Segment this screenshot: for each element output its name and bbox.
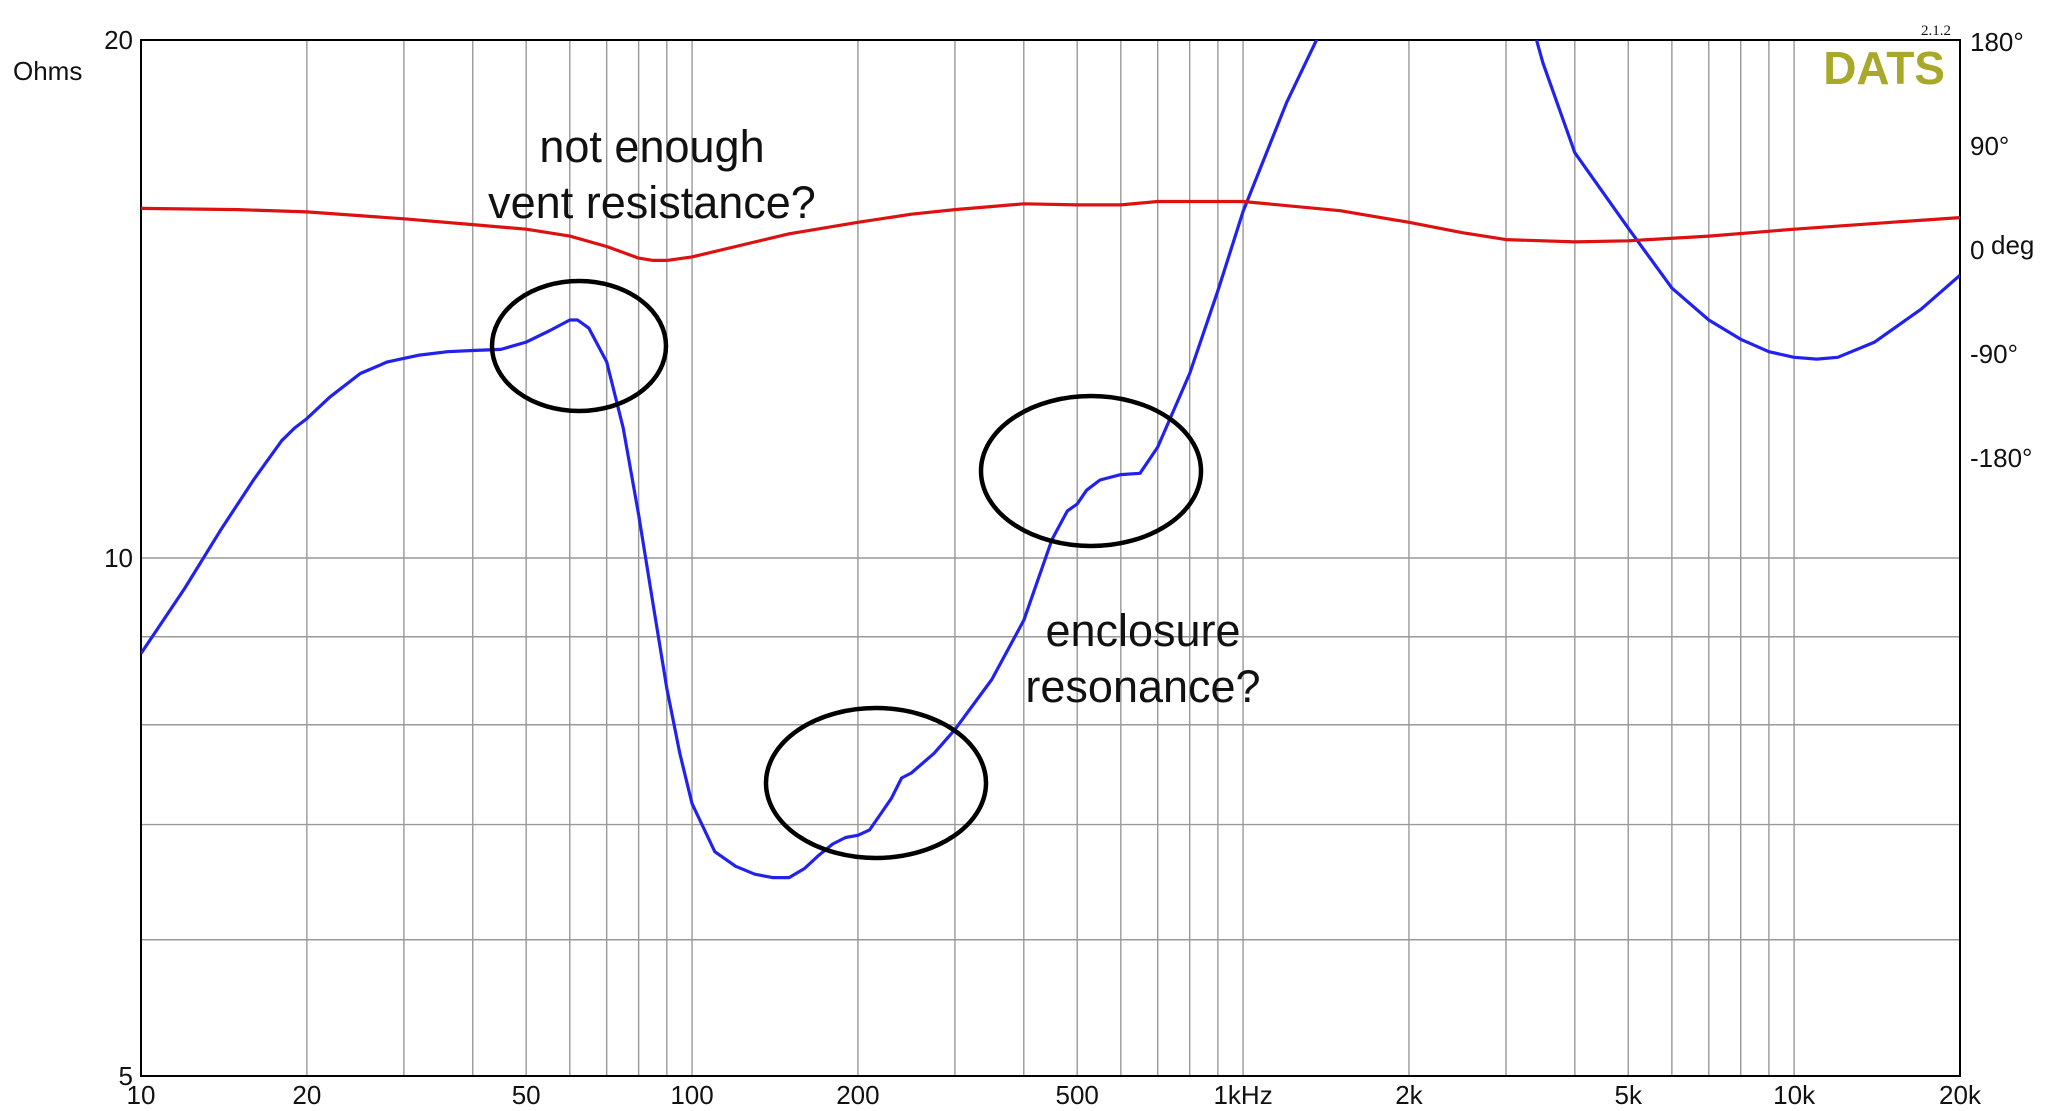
- y-tick-label: 5: [119, 1061, 133, 1091]
- y2-tick-labels: 180° 90° 0 -90° -180°: [1970, 27, 2032, 473]
- annotation-circle-midbass: [763, 705, 989, 861]
- x-tick-label: 10: [127, 1080, 156, 1110]
- y2-tick-label: 0: [1970, 235, 1984, 265]
- annotation-enclosure-line1: enclosure: [1045, 605, 1240, 656]
- x-tick-label: 2k: [1395, 1080, 1423, 1110]
- x-tick-label: 20: [292, 1080, 321, 1110]
- annotation-vent-line1: not enough: [539, 121, 764, 172]
- y-tick-label: 20: [104, 25, 133, 55]
- x-tick-label: 20k: [1939, 1080, 1982, 1110]
- grid-lines: [141, 40, 1960, 1076]
- y2-axis-unit-label: deg: [1991, 230, 2034, 260]
- y-tick-labels: 20 10 5: [104, 25, 133, 1091]
- annotation-circle-vent: [489, 278, 669, 414]
- y2-tick-label: 90°: [1970, 131, 2009, 161]
- phase-series-line: [141, 199, 1960, 262]
- x-tick-label: 100: [670, 1080, 713, 1110]
- x-tick-label: 200: [836, 1080, 879, 1110]
- impedance-series-line: [141, 40, 1960, 880]
- brand-version: 2.1.2: [1921, 23, 1951, 39]
- annotation-vent-line2: vent resistance?: [488, 177, 816, 228]
- x-tick-label: 500: [1056, 1080, 1099, 1110]
- plot-frame: [140, 39, 1961, 1077]
- x-tick-label: 1kHz: [1213, 1080, 1272, 1110]
- y-axis-label: Ohms: [13, 56, 82, 86]
- y2-tick-label: -90°: [1970, 339, 2018, 369]
- annotation-circle-enclosure: [978, 393, 1204, 549]
- y-tick-label: 10: [104, 543, 133, 573]
- annotation-enclosure-line2: resonance?: [1025, 661, 1260, 712]
- y2-tick-label: 180°: [1970, 27, 2024, 57]
- x-tick-labels: 10 20 50 100 200 500 1kHz 2k 5k 10k 20k: [127, 1080, 1982, 1110]
- x-tick-label: 10k: [1773, 1080, 1816, 1110]
- x-tick-label: 50: [512, 1080, 541, 1110]
- brand-logo-text: DATS: [1823, 42, 1945, 94]
- series-lines: [141, 40, 1960, 880]
- x-tick-label: 5k: [1615, 1080, 1643, 1110]
- y2-tick-label: -180°: [1970, 443, 2032, 473]
